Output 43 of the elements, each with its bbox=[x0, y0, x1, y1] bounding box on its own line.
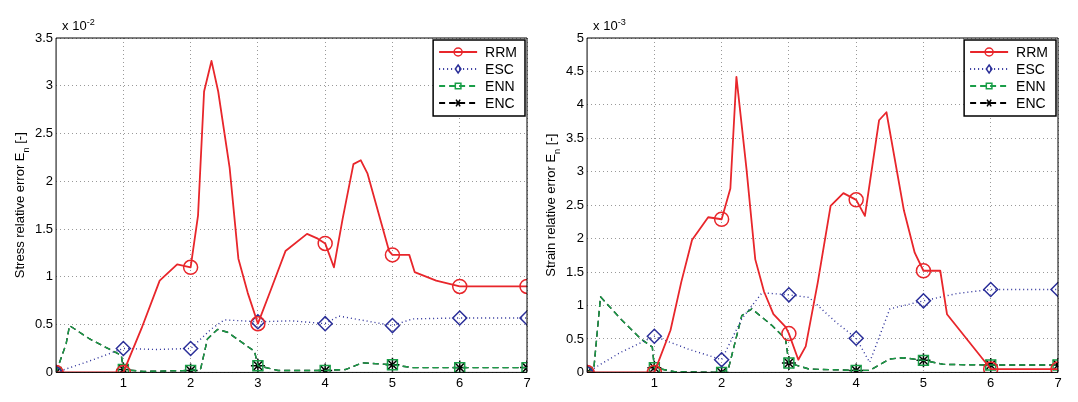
x-tick-label: 1 bbox=[119, 374, 127, 390]
legend-label: ENN bbox=[485, 77, 515, 94]
y-tick-label: 1.5 bbox=[565, 263, 585, 279]
x-tick-label: 4 bbox=[852, 374, 860, 390]
legend-label: ENC bbox=[485, 94, 515, 111]
legend-label: ESC bbox=[485, 60, 514, 77]
legend-label: RRM bbox=[1016, 43, 1049, 60]
x-tick-label: 4 bbox=[321, 374, 329, 390]
y-tick-label: 0.5 bbox=[565, 330, 585, 346]
y-tick-label: 0 bbox=[576, 363, 585, 379]
y-tick-label: 3.5 bbox=[565, 129, 585, 145]
y-tick-label: 1.5 bbox=[34, 220, 54, 236]
legend-label: ENC bbox=[1016, 94, 1046, 111]
y-tick-label: 4.5 bbox=[565, 63, 585, 79]
x-tick-label: 5 bbox=[388, 374, 397, 390]
y-tick-label: 5 bbox=[576, 29, 585, 45]
x-tick-label: 7 bbox=[1054, 374, 1062, 390]
y-axis-title: Stress relative error En [-] bbox=[12, 132, 32, 279]
x-tick-label: 3 bbox=[254, 374, 262, 390]
y-tick-label: 0 bbox=[45, 363, 54, 379]
y-tick-label: 2.5 bbox=[34, 125, 54, 141]
y-tick-label: 2 bbox=[45, 172, 54, 188]
x-tick-label: 2 bbox=[187, 374, 195, 390]
x-tick-label: 5 bbox=[919, 374, 928, 390]
y-tick-label: 3 bbox=[576, 163, 585, 179]
x-tick-label: 6 bbox=[456, 374, 464, 390]
x-tick-label: 3 bbox=[785, 374, 793, 390]
y-tick-label: 2 bbox=[576, 230, 585, 246]
x-tick-label: 6 bbox=[987, 374, 995, 390]
y-tick-label: 0.5 bbox=[34, 316, 54, 332]
legend-label: RRM bbox=[485, 43, 518, 60]
y-tick-label: 4 bbox=[576, 96, 585, 112]
y-tick-label: 3 bbox=[45, 77, 54, 93]
y-tick-label: 1 bbox=[45, 268, 54, 284]
legend-label: ESC bbox=[1016, 60, 1045, 77]
y-axis-title: Strain relative error En [-] bbox=[543, 133, 563, 277]
x-tick-label: 2 bbox=[718, 374, 726, 390]
y-tick-label: 3.5 bbox=[34, 29, 54, 45]
x-tick-label: 7 bbox=[523, 374, 531, 390]
x-tick-label: 1 bbox=[650, 374, 658, 390]
y-tick-label: 2.5 bbox=[565, 196, 585, 212]
y-tick-label: 1 bbox=[576, 297, 585, 313]
legend-label: ENN bbox=[1016, 77, 1046, 94]
